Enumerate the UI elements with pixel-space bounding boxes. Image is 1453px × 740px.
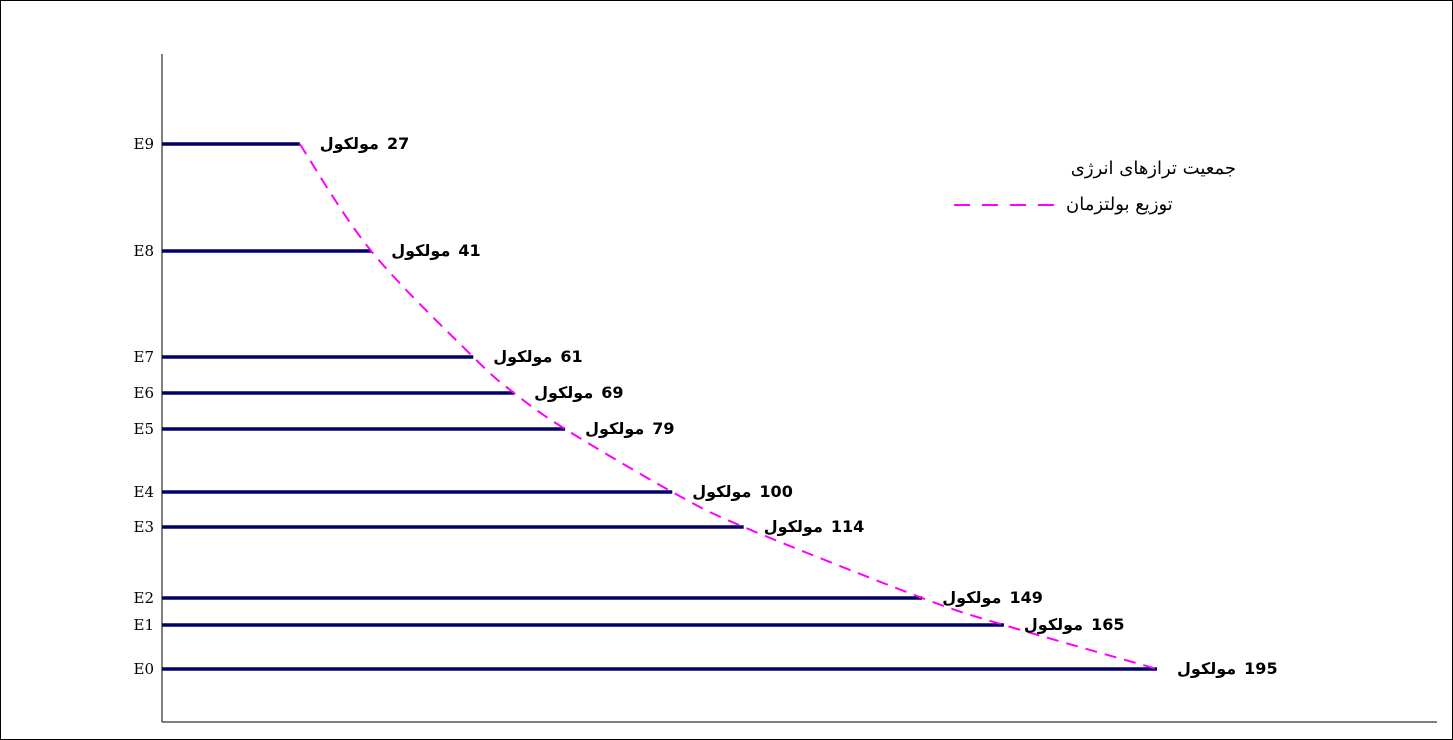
labels: E0 مولکول 195 E1 مولکول 165 E2 مولکول 149 E3 مولکو… xyxy=(134,134,1278,678)
count-unit: مولکول xyxy=(1024,615,1083,634)
count-label-e1: مولکول 165 xyxy=(1024,615,1125,634)
count-label-e9: مولکول 27 xyxy=(320,134,409,153)
count-value: 165 xyxy=(1091,615,1124,634)
legend: جمعیت ترازهای انرژی توزیع بولتزمان xyxy=(954,158,1236,215)
count-label-e5: مولکول 79 xyxy=(585,419,674,438)
count-value: 61 xyxy=(560,347,582,366)
count-unit: مولکول xyxy=(320,134,379,153)
count-label-e0: مولکول 195 xyxy=(1177,659,1278,678)
level-label-e0: E0 xyxy=(134,660,155,678)
level-label-e3: E3 xyxy=(134,518,155,536)
count-unit: مولکول xyxy=(585,419,644,438)
count-value: 195 xyxy=(1244,659,1277,678)
legend-entry-population: جمعیت ترازهای انرژی xyxy=(1071,158,1236,179)
count-unit: مولکول xyxy=(1177,659,1236,678)
count-label-e7: مولکول 61 xyxy=(493,347,582,366)
count-value: 41 xyxy=(458,241,480,260)
count-value: 27 xyxy=(387,134,409,153)
count-unit: مولکول xyxy=(942,588,1001,607)
count-unit: مولکول xyxy=(692,482,751,501)
legend-entry-boltzmann: توزیع بولتزمان xyxy=(1066,194,1173,215)
level-label-e7: E7 xyxy=(134,348,155,366)
level-label-e9: E9 xyxy=(134,135,155,153)
level-label-e5: E5 xyxy=(134,420,155,438)
count-unit: مولکول xyxy=(493,347,552,366)
level-label-e2: E2 xyxy=(134,589,155,607)
count-label-e3: مولکول 114 xyxy=(764,517,865,536)
boltzmann-dashed-line xyxy=(298,143,1158,670)
count-value: 149 xyxy=(1009,588,1042,607)
population-bars xyxy=(162,142,1157,671)
level-label-e8: E8 xyxy=(134,242,155,260)
count-unit: مولکول xyxy=(764,517,823,536)
count-value: 100 xyxy=(759,482,792,501)
level-label-e1: E1 xyxy=(134,616,155,634)
level-label-e4: E4 xyxy=(134,483,155,501)
count-label-e8: مولکول 41 xyxy=(391,241,480,260)
count-value: 114 xyxy=(831,517,864,536)
level-label-e6: E6 xyxy=(134,384,155,402)
count-unit: مولکول xyxy=(391,241,450,260)
count-label-e4: مولکول 100 xyxy=(692,482,793,501)
count-value: 79 xyxy=(652,419,674,438)
count-value: 69 xyxy=(601,383,623,402)
boltzmann-curve xyxy=(298,143,1158,670)
count-unit: مولکول xyxy=(534,383,593,402)
count-label-e2: مولکول 149 xyxy=(942,588,1043,607)
axes xyxy=(161,54,1437,723)
count-label-e6: مولکول 69 xyxy=(534,383,623,402)
